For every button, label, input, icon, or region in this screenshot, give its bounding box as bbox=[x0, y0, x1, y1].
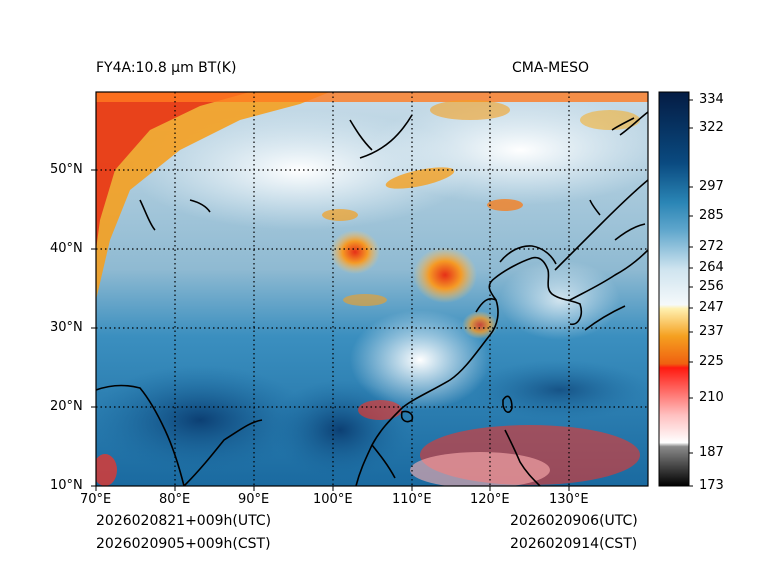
cbar-tick-264: 264 bbox=[699, 260, 724, 275]
lat-tick-10: 10°N bbox=[50, 478, 83, 493]
lat-tick-40: 40°N bbox=[50, 241, 83, 256]
cbar-tick-285: 285 bbox=[699, 208, 724, 223]
lon-tick-120: 120°E bbox=[470, 492, 510, 507]
lon-tick-110: 110°E bbox=[392, 492, 432, 507]
lat-tick-20: 20°N bbox=[50, 399, 83, 414]
model-title: CMA-MESO bbox=[512, 60, 590, 76]
lon-tick-90: 90°E bbox=[238, 492, 270, 507]
satellite-imagery bbox=[96, 92, 648, 486]
cbar-tick-322: 322 bbox=[699, 120, 724, 135]
colorbar-tick-marks bbox=[689, 99, 693, 487]
valid-time-utc: 2026020906(UTC) bbox=[510, 513, 638, 529]
valid-time-cst: 2026020914(CST) bbox=[510, 536, 638, 552]
cbar-tick-297: 297 bbox=[699, 179, 724, 194]
product-title: FY4A:10.8 µm BT(K) bbox=[96, 60, 237, 76]
colorbar bbox=[658, 91, 690, 487]
cbar-tick-210: 210 bbox=[699, 390, 724, 405]
cbar-tick-256: 256 bbox=[699, 279, 724, 294]
coastlines bbox=[96, 111, 648, 486]
cbar-tick-272: 272 bbox=[699, 239, 724, 254]
lat-tick-30: 30°N bbox=[50, 320, 83, 335]
map-tick-marks bbox=[91, 169, 570, 491]
init-time-utc: 2026020821+009h(UTC) bbox=[96, 513, 272, 529]
map-frame bbox=[95, 91, 649, 487]
cbar-tick-187: 187 bbox=[699, 445, 724, 460]
lon-tick-130: 130°E bbox=[549, 492, 589, 507]
cbar-tick-237: 237 bbox=[699, 324, 724, 339]
init-time-cst: 2026020905+009h(CST) bbox=[96, 536, 271, 552]
lon-tick-70: 70°E bbox=[80, 492, 112, 507]
cbar-tick-173: 173 bbox=[699, 478, 724, 493]
lon-tick-80: 80°E bbox=[159, 492, 191, 507]
cbar-tick-334: 334 bbox=[699, 92, 724, 107]
lon-tick-100: 100°E bbox=[313, 492, 353, 507]
cbar-tick-225: 225 bbox=[699, 354, 724, 369]
graticule bbox=[96, 92, 648, 486]
cbar-tick-247: 247 bbox=[699, 300, 724, 315]
lat-tick-50: 50°N bbox=[50, 162, 83, 177]
